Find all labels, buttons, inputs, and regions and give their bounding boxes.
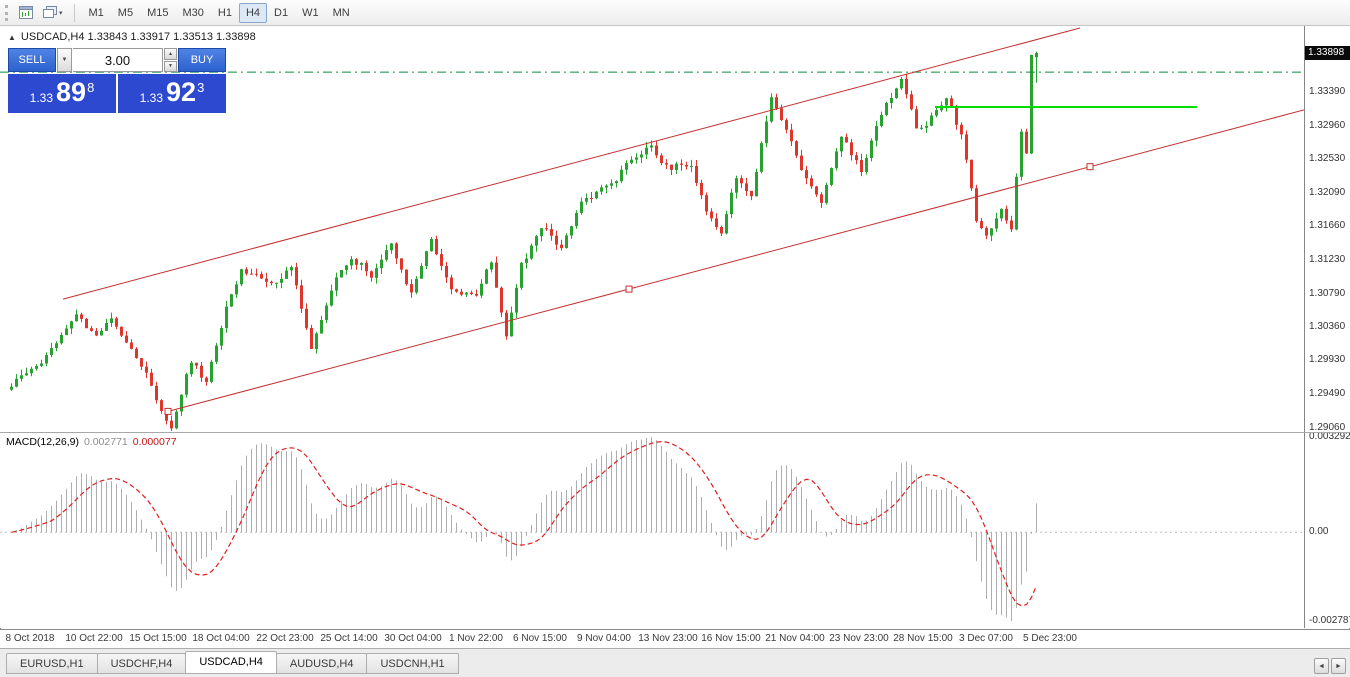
price-axis-label: 1.29490 [1309, 388, 1346, 399]
sell-price-big: 89 [56, 77, 87, 107]
price-axis-label: 1.30790 [1309, 288, 1346, 299]
date-axis-label: 10 Oct 22:00 [65, 633, 123, 644]
date-axis[interactable]: 8 Oct 2018 10 Oct 22:00 15 Oct 15:00 18 Oct… [0, 629, 1350, 648]
timeframe-button-mn[interactable]: MN [326, 3, 357, 23]
date-axis-label: 6 Nov 15:00 [513, 633, 567, 644]
price-axis[interactable]: 1.33898 1.33390 1.32960 1.32530 1.32090 1.31… [1304, 26, 1350, 433]
toolbar-grip[interactable] [5, 4, 9, 21]
chart-tab-usdcad-h4[interactable]: USDCAD,H4 [185, 651, 277, 674]
chart-info-line: ▲ USDCAD,H4 1.33843 1.33917 1.33513 1.33… [8, 31, 256, 43]
symbol-ohlc-text: USDCAD,H4 1.33843 1.33917 1.33513 1.3389… [20, 31, 256, 43]
timeframe-button-h1[interactable]: H1 [211, 3, 239, 23]
sell-button[interactable]: SELL [8, 48, 56, 72]
date-axis-label: 23 Nov 23:00 [829, 633, 889, 644]
toolbar: ▾ M1 M5 M15 M30 H1 H4 D1 W1 MN [0, 0, 1350, 26]
chevron-down-icon: ▼ [61, 57, 68, 63]
buy-price-big: 92 [166, 77, 197, 107]
price-axis-label: 1.32090 [1309, 187, 1346, 198]
trend-channel-lower[interactable] [167, 98, 1304, 412]
chart-tab-audusd-h4[interactable]: AUDUSD,H4 [275, 653, 368, 674]
price-axis-label: 1.33390 [1309, 86, 1346, 97]
macd-indicator-label: MACD(12,26,9) 0.002771 0.000077 [6, 436, 177, 448]
date-axis-label: 5 Dec 23:00 [1023, 633, 1077, 644]
date-axis-label: 1 Nov 22:00 [449, 633, 503, 644]
timeframe-button-m5[interactable]: M5 [111, 3, 140, 23]
toolbar-separator [73, 3, 75, 22]
timeframe-button-h4[interactable]: H4 [238, 2, 268, 23]
chart-tab-usdcnh-h1[interactable]: USDCNH,H1 [366, 653, 459, 674]
chart-tabs: EURUSD,H1 USDCHF,H4 USDCAD,H4 AUDUSD,H4 USDC… [6, 651, 459, 674]
pane-splitter[interactable] [0, 432, 1350, 433]
date-axis-label: 9 Nov 04:00 [577, 633, 631, 644]
date-axis-label: 16 Nov 15:00 [701, 633, 761, 644]
date-axis-label: 22 Oct 23:00 [256, 633, 314, 644]
macd-axis-label: 0.00 [1309, 526, 1329, 537]
buy-price-sup: 3 [197, 80, 205, 95]
date-axis-label: 25 Oct 14:00 [320, 633, 378, 644]
macd-chart[interactable] [0, 433, 1304, 628]
date-axis-label: 15 Oct 15:00 [129, 633, 187, 644]
macd-signal-line [11, 440, 1038, 607]
date-axis-label: 18 Oct 04:00 [192, 633, 250, 644]
volume-input[interactable] [73, 48, 163, 72]
macd-axis-label: 0.003292 [1309, 431, 1350, 442]
macd-signal-value: 0.000077 [132, 436, 177, 448]
price-axis-label: 1.32960 [1309, 120, 1346, 131]
macd-axis[interactable]: 0.003292 0.00 -0.002787 [1304, 431, 1350, 628]
timeframe-button-m1[interactable]: M1 [82, 3, 111, 23]
collapse-panel-icon[interactable]: ▲ [8, 32, 16, 42]
buy-price-display[interactable]: 1.33 92 3 [118, 74, 226, 113]
chart-tab-usdchf-h4[interactable]: USDCHF,H4 [96, 653, 187, 674]
date-axis-label: 13 Nov 23:00 [638, 633, 698, 644]
date-axis-label: 21 Nov 04:00 [765, 633, 825, 644]
chart-profiles-icon[interactable]: ▾ [39, 3, 67, 23]
macd-main-value: 0.002771 [83, 436, 128, 448]
timeframe-button-d1[interactable]: D1 [267, 3, 295, 23]
date-axis-label: 3 Dec 07:00 [959, 633, 1013, 644]
trendline-handle[interactable] [625, 285, 633, 293]
trend-channel-upper[interactable] [62, 27, 1081, 300]
volume-increase-button[interactable]: ▲ [164, 48, 177, 60]
timeframe-button-m30[interactable]: M30 [175, 3, 210, 23]
price-axis-label: 1.29930 [1309, 354, 1346, 365]
price-axis-label: 1.29060 [1309, 422, 1346, 433]
scroll-right-button[interactable]: ► [1331, 658, 1346, 674]
volume-decrease-button[interactable]: ▼ [164, 60, 177, 72]
timeframe-buttons: M1 M5 M15 M30 H1 H4 D1 W1 MN [82, 2, 357, 23]
sell-price-prefix: 1.33 [29, 91, 54, 105]
price-axis-label: 1.31230 [1309, 254, 1346, 265]
date-axis-label: 28 Nov 15:00 [893, 633, 953, 644]
scroll-left-button[interactable]: ◄ [1314, 658, 1329, 674]
buy-price-prefix: 1.33 [139, 91, 164, 105]
price-axis-label: 1.32530 [1309, 153, 1346, 164]
macd-name: MACD(12,26,9) [6, 436, 79, 448]
timeframe-button-m15[interactable]: M15 [140, 3, 175, 23]
trendline-handle[interactable] [1086, 163, 1094, 171]
chart-tab-eurusd-h1[interactable]: EURUSD,H1 [6, 653, 98, 674]
date-axis-label: 30 Oct 04:00 [384, 633, 442, 644]
sell-price-display[interactable]: 1.33 89 8 [8, 74, 116, 113]
volume-dropdown[interactable]: ▼ [57, 48, 72, 72]
chart-window-icon[interactable] [15, 3, 37, 23]
macd-histogram [16, 437, 1037, 621]
trendline-handle[interactable] [164, 407, 172, 415]
chevron-down-icon: ▾ [59, 9, 63, 17]
current-price-badge: 1.33898 [1305, 46, 1350, 60]
price-axis-label: 1.31660 [1309, 220, 1346, 231]
volume-stepper: ▲ ▼ [164, 48, 177, 72]
candlesticks [10, 51, 1038, 431]
tab-scroll-buttons: ◄ ► [1314, 658, 1346, 674]
macd-axis-label: -0.002787 [1309, 615, 1350, 626]
sell-price-sup: 8 [87, 80, 95, 95]
chart-tab-bar: EURUSD,H1 USDCHF,H4 USDCAD,H4 AUDUSD,H4 USDC… [0, 648, 1350, 677]
timeframe-button-w1[interactable]: W1 [295, 3, 326, 23]
buy-button[interactable]: BUY [178, 48, 226, 72]
price-axis-label: 1.30360 [1309, 321, 1346, 332]
date-axis-label: 8 Oct 2018 [5, 633, 55, 644]
